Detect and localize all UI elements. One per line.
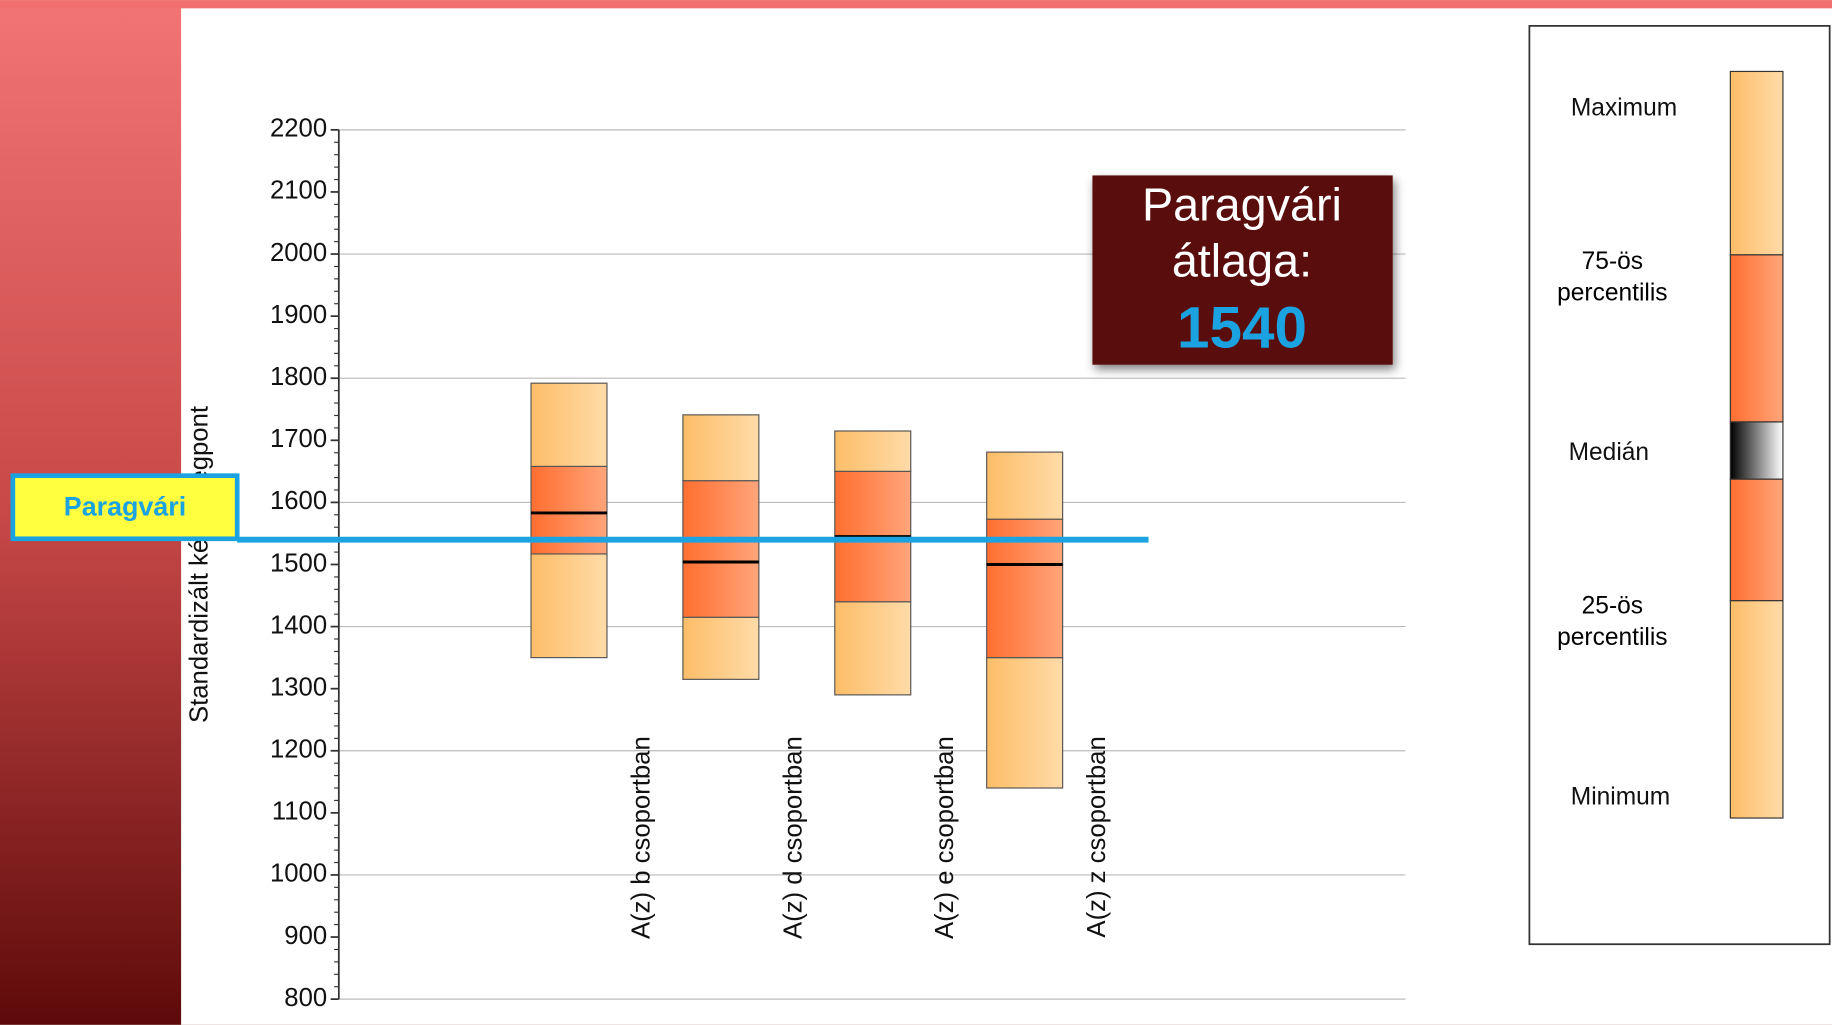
y-tick-label: 2200 [270,115,327,143]
y-tick-label: 2000 [270,239,327,267]
legend: Maximum 75-ös percentilis Medián 25-ös p… [1528,24,1831,946]
x-tick-label: A(z) z csoportban [1083,736,1111,937]
annotation-value: 1540 [1177,295,1307,360]
reference-label: Paragvári [64,492,186,522]
box-median-q3 [530,465,608,514]
legend-label: Medián [1569,439,1649,466]
box-min-q1 [986,657,1064,789]
plot: 800 900 1000 1100 1200 1300 1400 1500 1600 1700 18… [270,115,1406,1012]
legend-label-wrap: 25-ös percentilis [1557,592,1668,651]
y-axis-label: Standardizált képességpont [186,406,214,723]
y-tick-label: 1100 [272,798,327,826]
y-tick-label: 1500 [270,549,327,577]
legend-swatch [1729,254,1784,423]
y-tick-label: 1200 [270,736,327,764]
legend-swatch [1729,70,1784,256]
box-min-q1 [530,553,608,659]
box-q1-median [834,535,912,603]
legend-swatch [1729,421,1784,480]
annotation-text: átlaga: [1172,235,1312,287]
y-tick-label: 900 [284,922,327,950]
box-q1-median [682,561,760,618]
box-q3-max [530,382,608,467]
y-tick-label: 2100 [270,177,327,205]
y-tick-label: 1000 [270,860,327,888]
x-tick-label: A(z) d csoportban [779,736,807,939]
y-tick-label: 1400 [270,611,327,639]
box-q3-max [986,451,1064,520]
y-tick-label: 1600 [270,487,327,515]
y-tick-label: 1900 [270,301,327,329]
box-min-q1 [682,616,760,680]
annotation-box [1092,175,1393,365]
annotation-text: Paragvári [1142,178,1342,230]
annotation: Paragvári átlaga: 1540 [1092,175,1393,365]
reference-label-box [10,473,240,542]
legend-swatch [1729,600,1784,819]
box-q1-median [530,512,608,555]
box-median-q3 [834,470,912,538]
box-q1-median [986,563,1064,659]
x-tick-label: A(z) b csoportban [627,736,655,939]
top-band [0,0,1832,9]
legend-swatch [1729,478,1784,602]
y-tick-label: 800 [284,984,327,1012]
x-tick-label: A(z) e csoportban [931,736,959,939]
y-tick-label: 1800 [270,363,327,391]
legend-label: Maximum [1571,94,1677,121]
box-min-q1 [834,601,912,696]
legend-label: 75-ös percentilis [1557,247,1668,307]
legend-label: Minimum [1571,784,1670,811]
legend-label: 25-ös percentilis [1557,592,1668,651]
y-tick-label: 1700 [270,425,327,453]
box-median-q3 [682,480,760,563]
y-tick-label: 1300 [270,673,327,701]
legend-label-wrap: 75-ös percentilis [1557,247,1668,307]
box-q3-max [682,414,760,482]
box-q3-max [834,430,912,472]
